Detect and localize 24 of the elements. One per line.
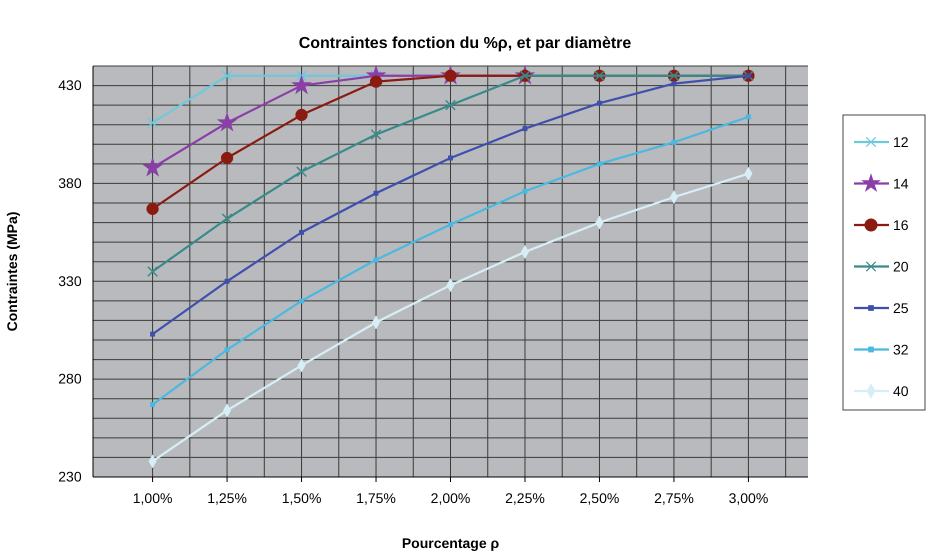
y-tick-label: 230	[58, 468, 82, 484]
y-tick-label: 280	[58, 370, 82, 387]
legend-label: 40	[893, 383, 909, 399]
x-tick-label: 2,75%	[654, 490, 694, 506]
chart-title: Contraintes fonction du %ρ, et par diamètre	[298, 35, 632, 52]
y-tick-label: 380	[58, 174, 82, 191]
legend-label: 32	[893, 342, 909, 358]
x-axis-title: Pourcentage ρ	[402, 535, 500, 551]
x-tick-label: 1,00%	[132, 490, 172, 506]
x-tick-label: 2,00%	[430, 490, 470, 506]
x-tick-label: 2,25%	[505, 490, 545, 506]
y-axis-title: Contraintes (MPa)	[4, 212, 20, 332]
legend-label: 12	[893, 134, 909, 150]
x-tick-label: 1,50%	[282, 490, 322, 506]
legend-label: 25	[893, 300, 909, 316]
legend-label: 20	[893, 258, 909, 274]
y-tick-label: 330	[58, 272, 82, 289]
legend-label: 14	[893, 176, 909, 192]
legend-label: 16	[893, 217, 909, 233]
y-tick-label: 430	[58, 77, 82, 94]
x-tick-label: 1,25%	[207, 490, 247, 506]
x-tick-label: 3,00%	[728, 490, 768, 506]
x-tick-label: 1,75%	[356, 490, 396, 506]
x-tick-label: 2,50%	[580, 490, 620, 506]
